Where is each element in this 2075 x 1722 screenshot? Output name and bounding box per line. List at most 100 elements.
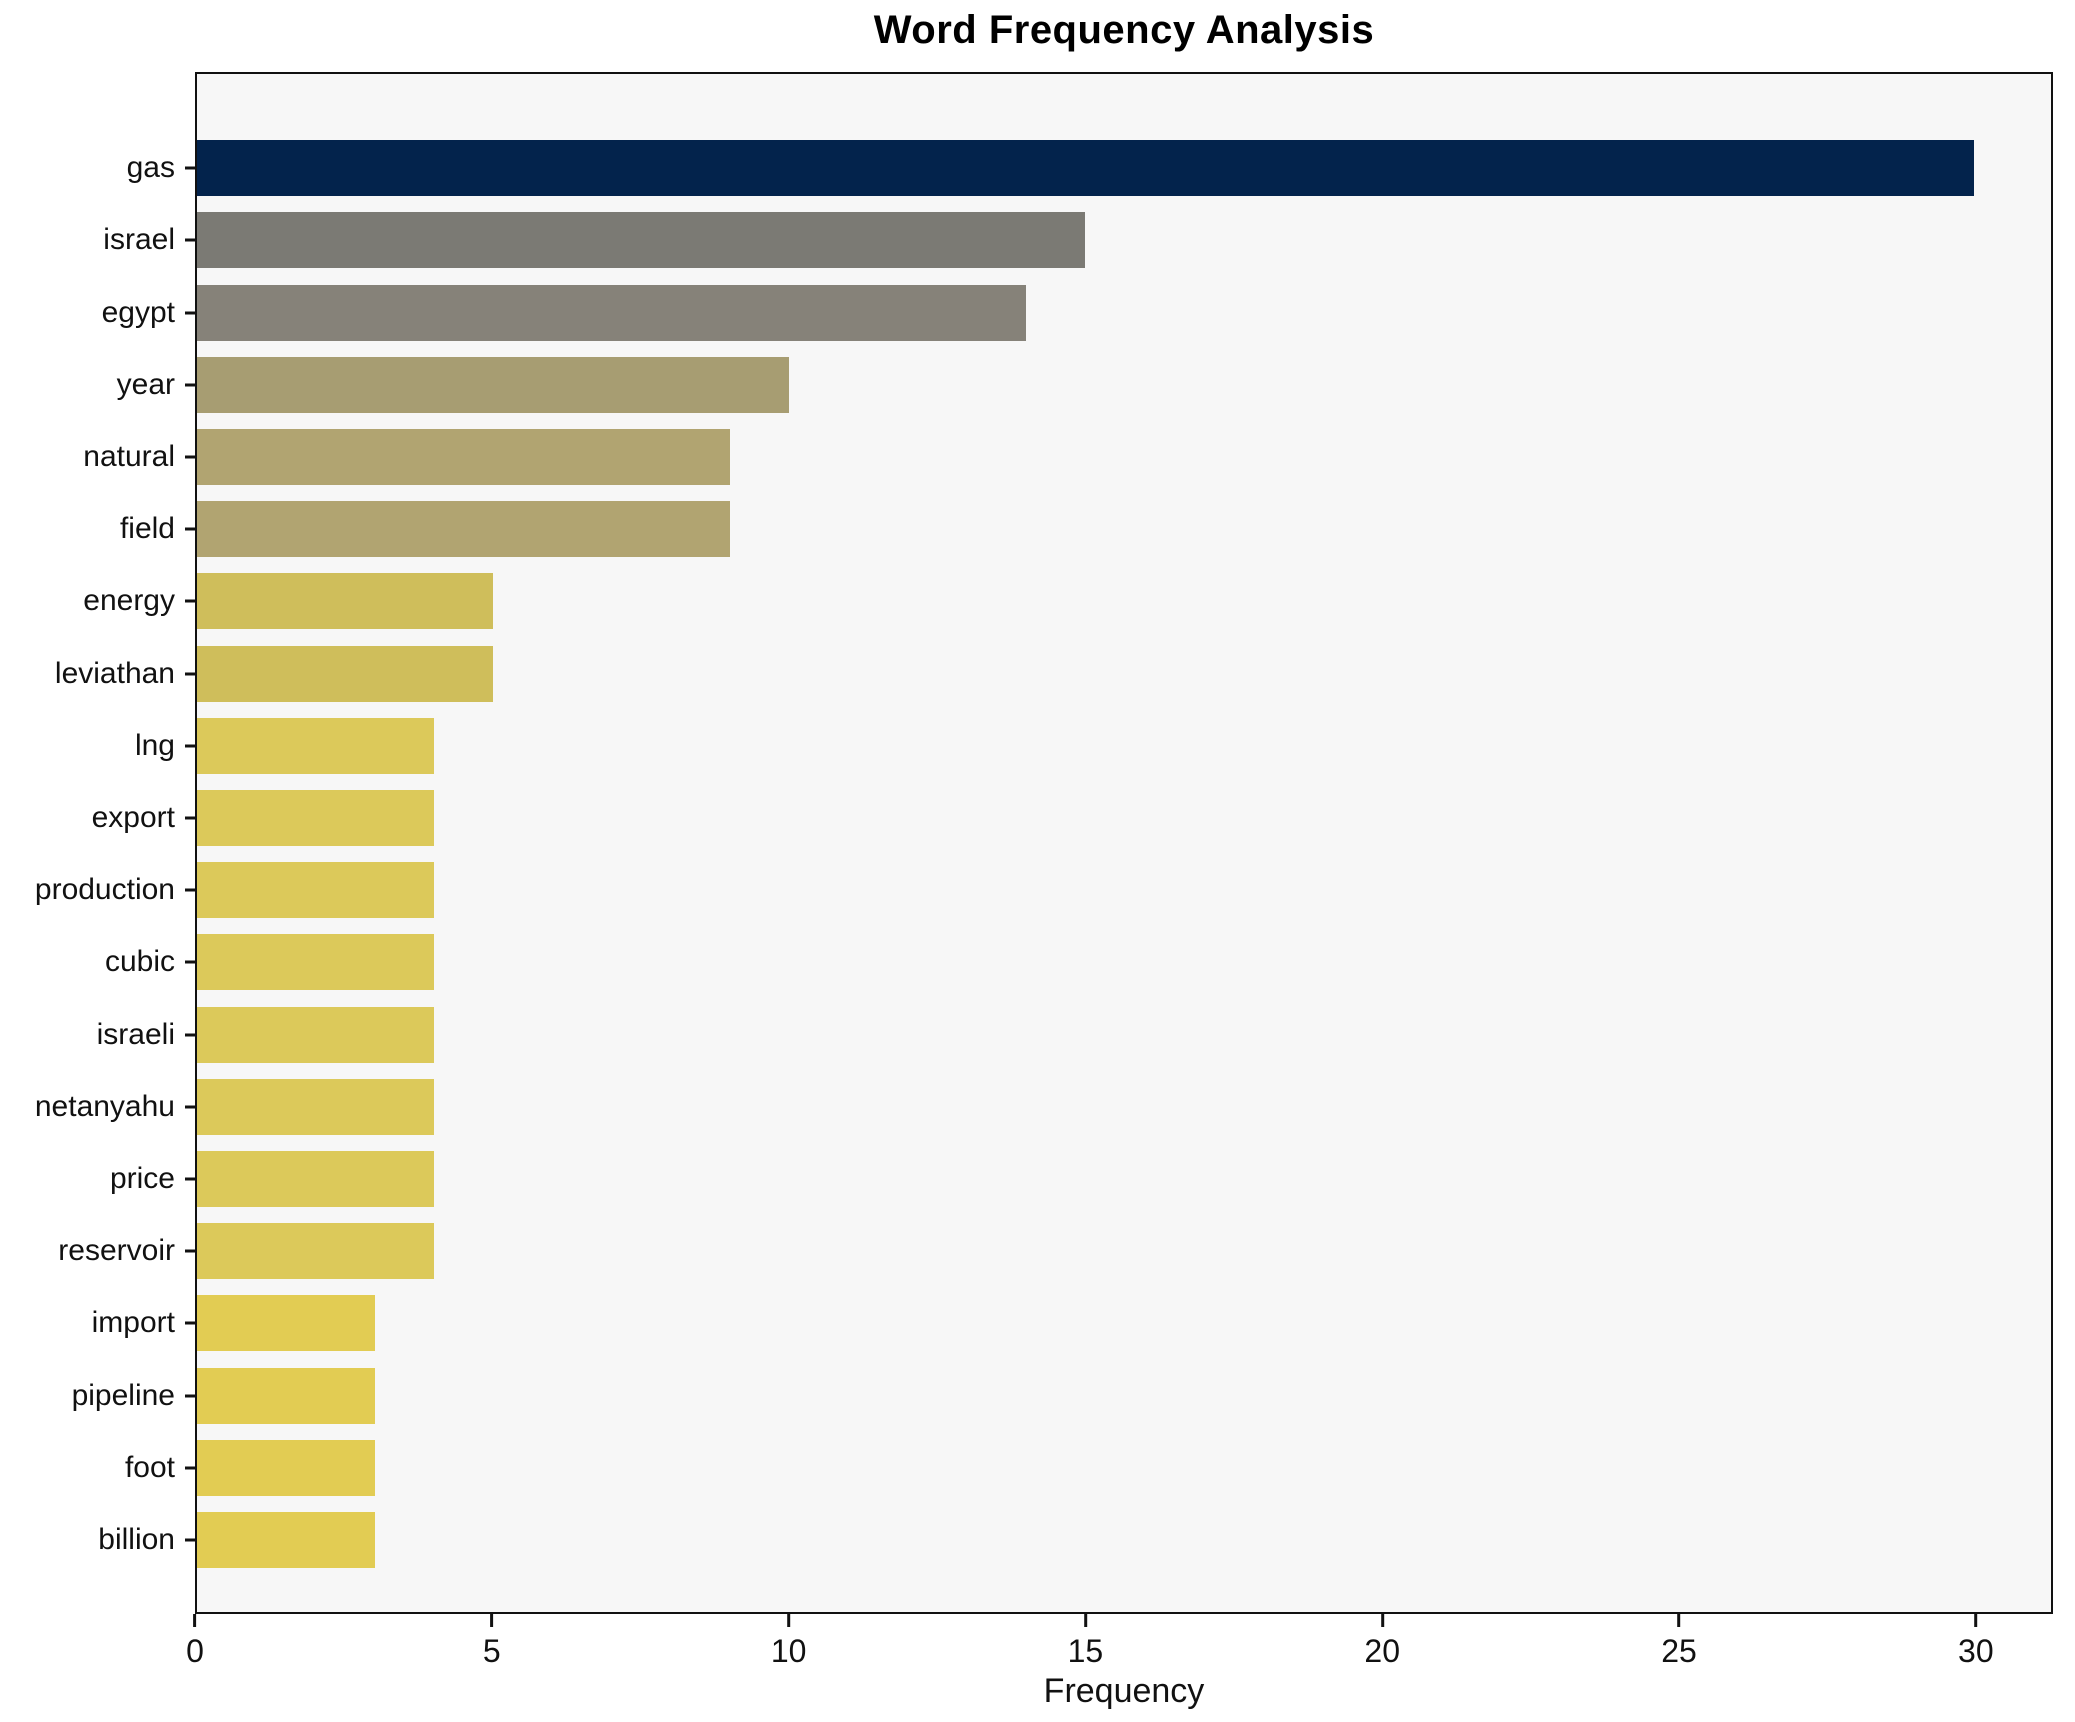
frequency-bar [197,1511,375,1568]
y-tick-label: production [34,873,175,907]
frequency-bar [197,428,731,485]
bar-row: natural [83,421,2051,493]
y-tick-mark [185,599,195,603]
y-tick-label: natural [83,439,175,473]
y-tick-label: leviathan [54,656,175,690]
x-tick: 30 [1958,1614,1994,1670]
bar-row: foot [125,1432,2051,1504]
y-tick-mark [185,238,195,242]
y-tick-label: israel [103,223,175,257]
frequency-bar [197,1150,434,1207]
bar-row: gas [127,132,2051,204]
y-tick-mark [185,1321,195,1325]
y-tick-mark [185,1394,195,1398]
frequency-bar [197,1006,434,1063]
frequency-bar [197,140,1974,197]
frequency-bar [197,356,790,413]
x-tick-label: 10 [770,1633,807,1669]
bar-row: price [110,1143,2051,1215]
x-tick-mark [787,1614,791,1627]
y-tick-mark [185,1105,195,1109]
x-tick-mark [490,1614,494,1627]
y-tick-mark [185,960,195,964]
bar-row: energy [83,565,2051,637]
x-tick: 10 [770,1614,807,1670]
bar-row: production [35,854,2051,926]
chart-title: Word Frequency Analysis [873,8,1375,52]
frequency-bar [197,717,434,774]
x-tick: 5 [483,1614,501,1670]
frequency-bar [197,212,1086,269]
y-tick-mark [185,888,195,892]
y-tick-mark [185,455,195,459]
frequency-bar [197,789,434,846]
x-tick-mark [1083,1614,1087,1627]
y-tick-mark [185,527,195,531]
x-tick-mark [1380,1614,1384,1627]
y-tick-label: gas [126,151,175,185]
frequency-bar [197,1078,434,1135]
bar-row: leviathan [55,637,2051,709]
frequency-bar [197,1223,434,1280]
bar-row: export [92,782,2051,854]
bar-row: import [92,1287,2051,1359]
bar-row: lng [135,710,2051,782]
y-tick-mark [185,1249,195,1253]
y-tick-mark [185,672,195,676]
bar-row: israeli [97,998,2051,1070]
y-tick-label: field [119,512,175,546]
frequency-bar [197,1439,375,1496]
x-tick-label: 5 [482,1633,501,1669]
bar-row: netanyahu [35,1071,2051,1143]
x-axis-label: Frequency [1043,1672,1205,1710]
x-tick-label: 0 [186,1633,204,1669]
bar-row: billion [98,1504,2051,1576]
bar-row: cubic [105,926,2051,998]
y-tick-label: reservoir [58,1234,175,1268]
x-tick: 15 [1067,1614,1104,1670]
y-tick-label: netanyahu [34,1089,175,1123]
frequency-bar [197,645,494,702]
x-tick: 0 [186,1614,204,1670]
x-tick-mark [193,1614,197,1627]
y-tick-label: cubic [104,945,175,979]
y-tick-mark [185,383,195,387]
x-tick-label: 30 [1958,1633,1994,1669]
y-tick-label: egypt [101,295,175,329]
x-tick-mark [1974,1614,1978,1627]
frequency-bar [197,501,731,558]
y-tick-mark [185,1033,195,1037]
frequency-bar [197,1295,375,1352]
x-tick: 20 [1364,1614,1400,1670]
frequency-bar [197,284,1027,341]
y-tick-mark [185,166,195,170]
frequency-bar [197,934,434,991]
bar-row: israel [103,204,2051,276]
y-tick-mark [185,1177,195,1181]
y-tick-label: billion [98,1522,175,1556]
x-tick-label: 15 [1067,1633,1104,1669]
y-tick-mark [185,311,195,314]
frequency-bar [197,862,434,919]
plot-area: gas israel egypt year natural field energy levi… [35,72,2053,1614]
y-tick-label: price [109,1161,175,1195]
frequency-bar [197,573,494,630]
x-tick-label: 25 [1661,1633,1697,1669]
y-tick-mark [185,816,195,820]
bar-row: pipeline [72,1359,2051,1431]
y-tick-label: foot [124,1450,175,1484]
y-tick-label: lng [134,728,175,762]
bar-rows-container: gas israel egypt year natural field energy levi… [35,74,2051,1612]
y-tick-label: export [91,800,175,834]
bar-row: egypt [102,276,2051,348]
frequency-bar [197,1367,375,1424]
x-tick: 25 [1661,1614,1697,1670]
y-tick-mark [185,1538,195,1542]
bar-row: reservoir [58,1215,2051,1287]
y-tick-label: pipeline [71,1378,175,1412]
y-tick-label: year [116,367,175,401]
x-tick-mark [1677,1614,1681,1627]
x-tick-label: 20 [1364,1633,1401,1669]
y-tick-label: import [91,1306,175,1340]
